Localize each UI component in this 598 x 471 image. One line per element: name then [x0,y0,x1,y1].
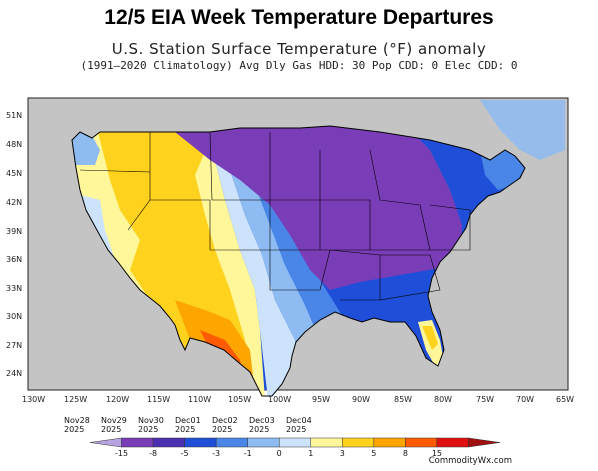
legend-swatch [247,437,280,448]
lon-label: 65W [556,395,574,404]
legend-tick-label: -1 [244,449,252,458]
date-label: Dec02 2025 [212,416,238,434]
lon-label: 115W [147,395,170,404]
legend-swatch [373,437,406,448]
legend-swatch [184,437,217,448]
date-label: Dec04 2025 [286,416,312,434]
map-climatology-note: (1991–2020 Climatology) Avg Dly Gas HDD:… [80,59,518,72]
lat-label: 36N [6,255,22,264]
date-label: Nov29 2025 [101,416,127,434]
canada-east-fill [480,100,565,160]
lat-label: 51N [6,111,22,120]
legend-swatch [121,437,154,448]
legend-swatch [468,437,501,448]
lon-label: 70W [516,395,534,404]
lat-label: 48N [6,140,22,149]
lat-label: 42N [6,198,22,207]
legend-tick-label: 5 [371,449,376,458]
us-outline [71,125,526,397]
lon-label: 105W [228,395,251,404]
latitude-labels: 51N 48N 45N 42N 39N 36N 33N 30N 27N 24N [6,111,22,378]
lon-label: 95W [312,395,330,404]
map-title: 12/5 EIA Week Temperature Departures [104,6,494,29]
legend-swatch [152,437,185,448]
legend-swatch [89,437,122,448]
legend-swatch [278,437,312,448]
date-label: Nov30 2025 [138,416,164,434]
legend-tick-label: 3 [340,449,345,458]
legend-swatch [342,437,375,448]
date-label: Nov28 2025 [64,416,90,434]
legend-tick-label: -3 [212,449,220,458]
lat-label: 39N [6,227,22,236]
legend-tick-label: 0 [277,449,282,458]
date-label: Dec03 2025 [249,416,275,434]
lon-label: 110W [188,395,211,404]
legend-tick-label: -15 [115,449,128,458]
lon-label: 130W [22,395,45,404]
week-dates: Nov28 2025 Nov29 2025 Nov30 2025 Dec01 2025 … [64,416,324,438]
lon-label: 80W [434,395,452,404]
lon-label: 100W [268,395,291,404]
legend-tick-label: 1 [308,449,313,458]
lat-label: 45N [6,169,22,178]
credit-text: CommodityWx.com [428,456,512,466]
lon-label: 75W [476,395,494,404]
legend-labels: -15 -8 -5 -3 -1 0 1 3 5 8 15 [115,449,442,458]
map-subtitle: U.S. Station Surface Temperature (°F) an… [111,40,487,58]
legend-tick-label: 8 [403,449,408,458]
legend-swatch [310,437,343,448]
legend-swatch [436,437,469,448]
lat-label: 30N [6,312,22,321]
legend-tick-label: -8 [149,449,157,458]
longitude-labels: 130W 125W 120W 115W 110W 105W 100W 95W 9… [22,395,574,404]
lon-label: 125W [64,395,87,404]
legend-swatch [215,437,248,448]
date-label: Dec01 2025 [175,416,201,434]
legend-tick-label: 15 [432,449,442,458]
legend-tick-label: -5 [181,449,189,458]
lon-label: 85W [394,395,412,404]
legend-swatch [405,437,438,448]
legend-colorbar [89,437,501,448]
lon-label: 90W [352,395,370,404]
lon-label: 120W [106,395,129,404]
lat-label: 33N [6,284,22,293]
state-borders [79,131,471,301]
lat-label: 24N [6,369,22,378]
lat-label: 27N [6,341,22,350]
